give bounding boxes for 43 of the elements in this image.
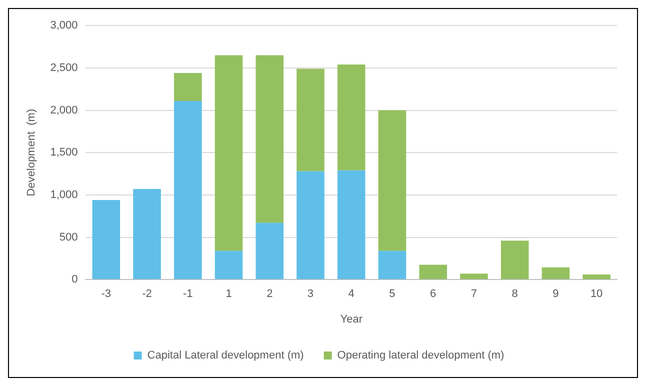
bar [296, 171, 324, 280]
bar [542, 267, 570, 280]
bar [582, 274, 610, 280]
bar [419, 264, 447, 280]
bar [378, 250, 406, 280]
legend-label: Capital Lateral development (m) [147, 350, 304, 362]
y-tick-label: 1,000 [50, 188, 78, 201]
x-tick-label: -3 [101, 288, 112, 300]
legend-label: Operating lateral development (m) [337, 350, 504, 362]
x-tick-label: 1 [226, 288, 232, 300]
x-tick-label: -1 [183, 288, 193, 300]
bar [174, 73, 202, 101]
x-tick-label: 2 [266, 288, 273, 300]
x-tick-label: 10 [590, 288, 603, 300]
y-tick-label: 500 [59, 231, 78, 244]
x-tick-label: 6 [430, 288, 436, 300]
bar [214, 250, 243, 280]
x-tick-label: 4 [348, 288, 354, 300]
x-tick-label: 5 [389, 288, 396, 300]
y-tick-label: 2,500 [50, 62, 78, 74]
bar [378, 110, 406, 251]
bar [256, 222, 284, 280]
x-tick-label: 9 [552, 288, 559, 300]
bar [133, 189, 161, 280]
bar [92, 200, 120, 280]
x-tick-label: 8 [512, 288, 518, 300]
bar [500, 240, 529, 280]
bar [337, 170, 366, 280]
x-tick-label: 3 [307, 288, 314, 300]
bar [174, 100, 202, 280]
y-axis-title: Development (m) [26, 108, 38, 196]
y-tick-label: 1,500 [50, 146, 78, 159]
x-axis-title: Year [340, 313, 363, 326]
x-tick-label: 7 [470, 288, 478, 300]
bar [337, 64, 366, 170]
y-tick-label: 0 [72, 274, 78, 286]
bar [214, 55, 243, 251]
bar [296, 68, 324, 172]
bar [460, 274, 488, 280]
bar [256, 55, 284, 223]
y-tick-label: 3,000 [50, 20, 78, 32]
y-tick-label: 2,000 [50, 104, 78, 116]
x-tick-label: -2 [142, 288, 152, 300]
